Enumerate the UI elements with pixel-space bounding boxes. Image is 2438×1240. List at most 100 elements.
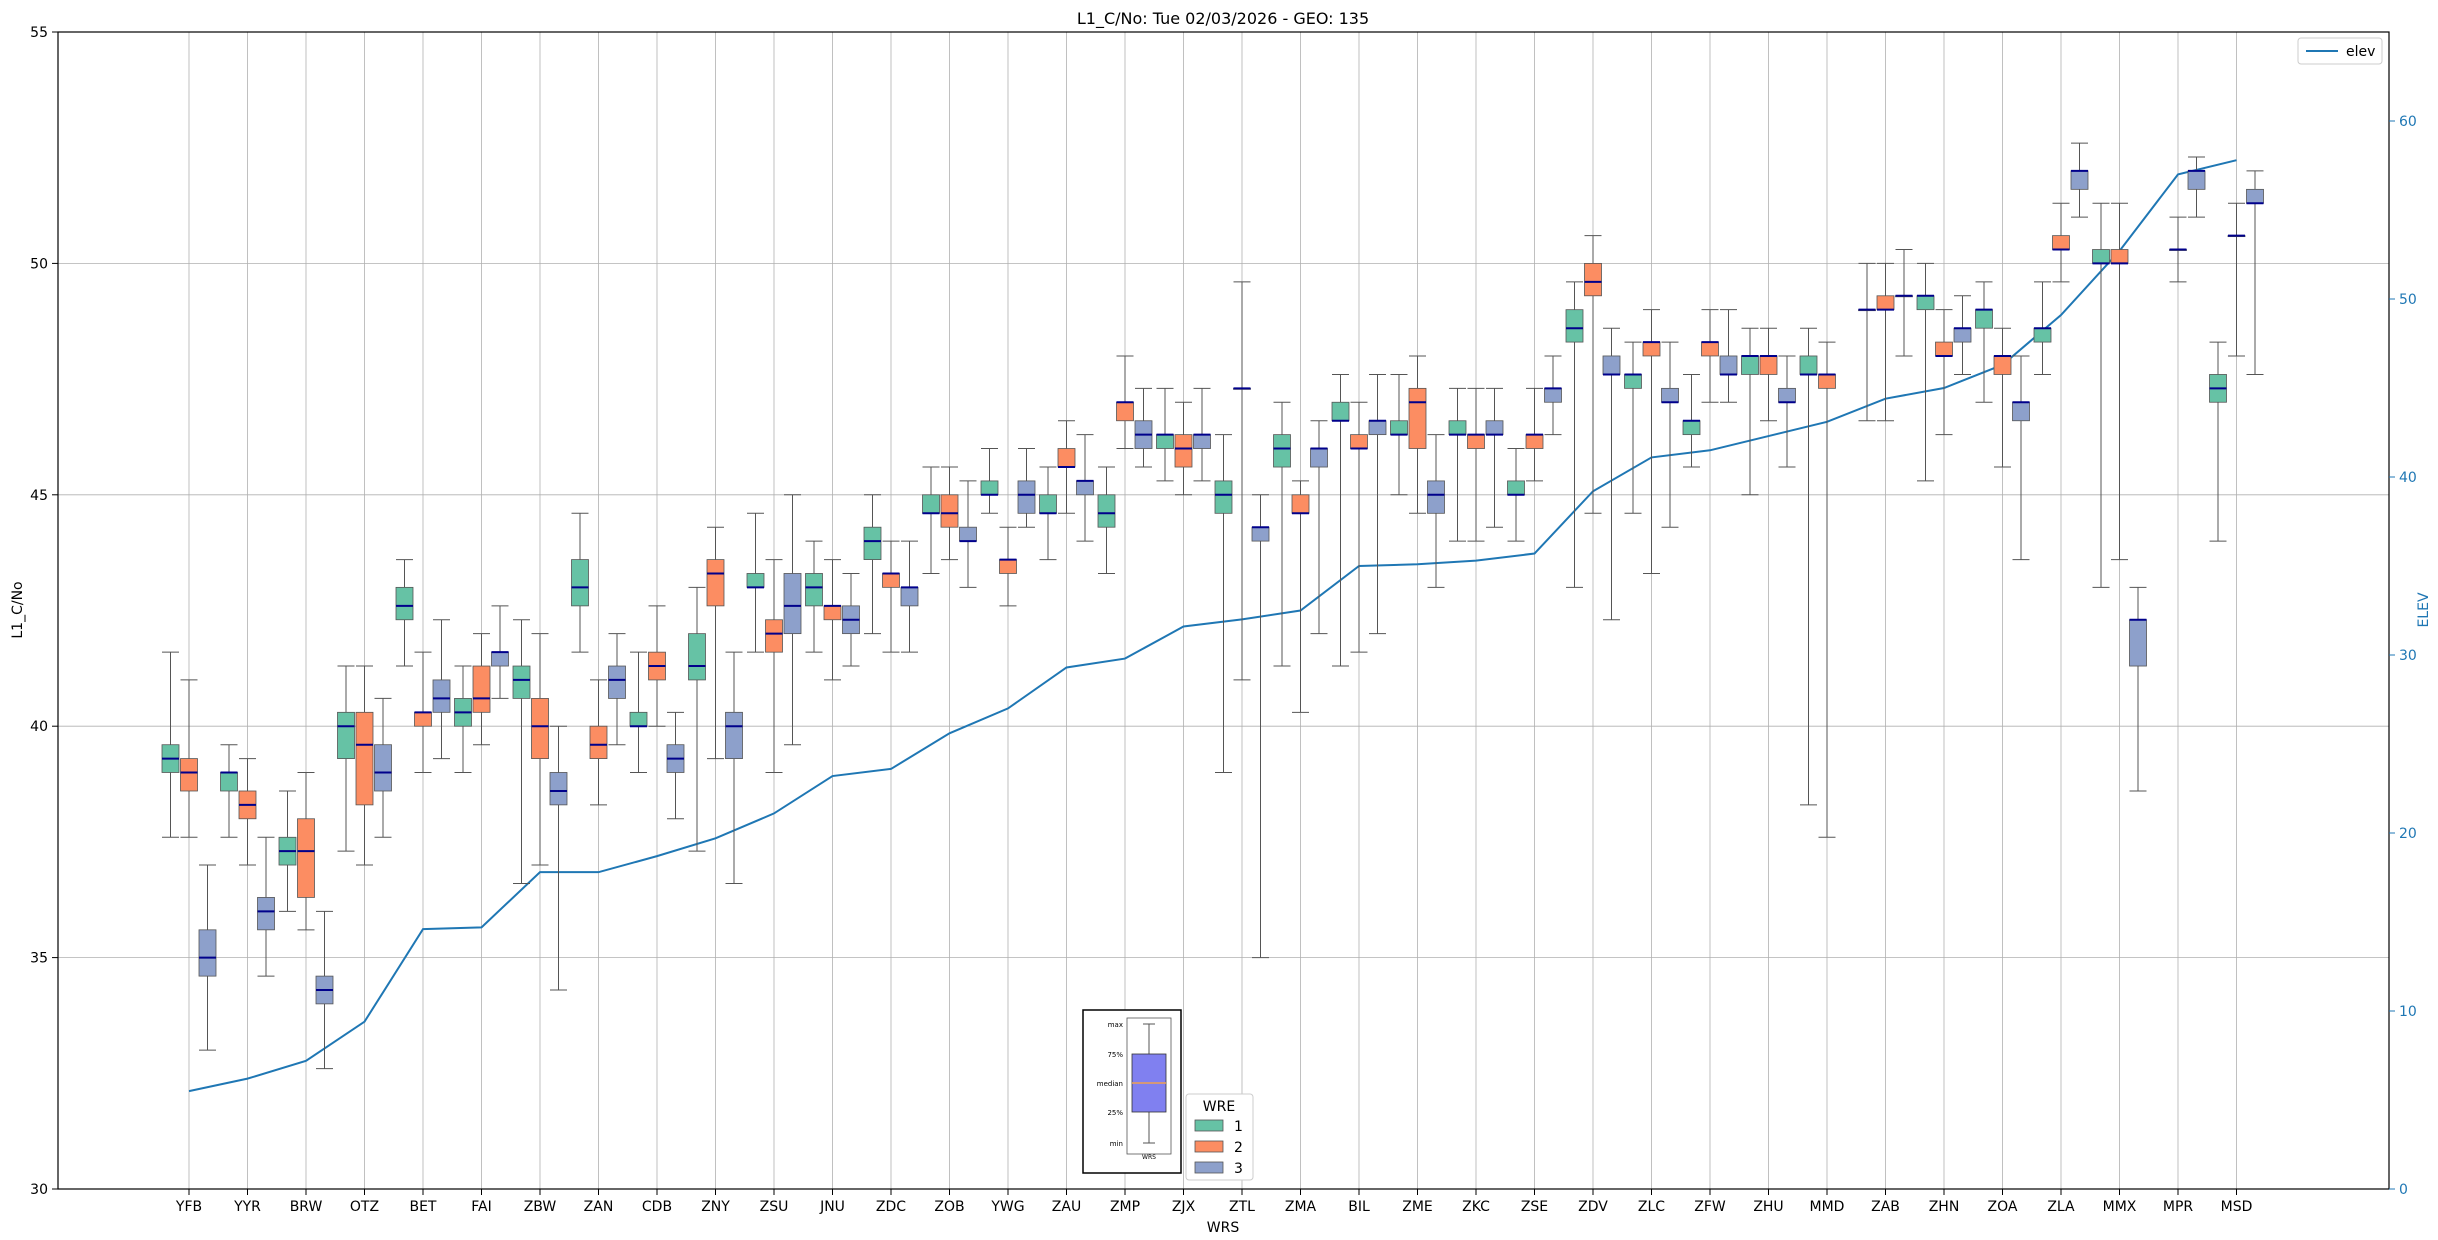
box-ZMP-wre1 <box>1097 466 1116 574</box>
box-ZMA-wre3 <box>1310 420 1328 635</box>
x-tick-label-ZBW: ZBW <box>524 1199 557 1215</box>
box-ZDC-wre3 <box>900 540 919 653</box>
box-FAI-wre3 <box>491 605 509 699</box>
box-MPR-wre3 <box>2187 156 2206 218</box>
x-tick-label-ZFW: ZFW <box>1694 1199 1726 1215</box>
chart-title: L1_C/No: Tue 02/03/2026 - GEO: 135 <box>1077 9 1369 29</box>
box-body <box>1507 480 1525 496</box>
box-OTZ-wre1 <box>337 665 355 852</box>
box-body <box>1156 434 1174 449</box>
box-body <box>1291 494 1310 514</box>
box-ZFW-wre2 <box>1701 309 1719 403</box>
x-tick-label-ZLA: ZLA <box>2047 1199 2075 1215</box>
box-MMX-wre2 <box>2110 202 2129 561</box>
box-ZDV-wre2 <box>1584 235 1602 514</box>
x-tick-label-JNU: JNU <box>819 1199 845 1215</box>
box-body <box>1544 387 1562 403</box>
x-tick-label-ZMP: ZMP <box>1110 1199 1140 1215</box>
box-body <box>1701 341 1719 357</box>
box-MMD-wre2 <box>1818 341 1836 838</box>
box-BET-wre2 <box>414 651 432 773</box>
key-label-median: median <box>1097 1080 1123 1088</box>
box-body <box>863 526 882 560</box>
elev-line <box>188 159 2237 1093</box>
box-body <box>1116 401 1134 422</box>
box-MSD-wre1 <box>2209 341 2227 542</box>
x-tick-label-ZTL: ZTL <box>1229 1199 1255 1215</box>
box-ZKC-wre3 <box>1485 387 1504 528</box>
box-body <box>706 559 725 607</box>
box-body <box>2033 327 2052 343</box>
box-body <box>1193 434 1211 449</box>
box-ZME-wre2 <box>1408 355 1427 514</box>
box-body <box>1214 480 1233 514</box>
box-ZDC-wre2 <box>882 540 900 653</box>
box-MMX-wre3 <box>2129 586 2147 792</box>
box-MPR-wre2 <box>2169 216 2187 283</box>
box-YWG-wre1 <box>980 448 999 514</box>
x-tick-label-ZSU: ZSU <box>760 1199 789 1215</box>
box-body <box>1975 309 1993 329</box>
box-ZLC-wre3 <box>1661 341 1679 528</box>
box-ZSE-wre2 <box>1525 387 1544 482</box>
box-body <box>1565 309 1584 343</box>
y2-tick-label-20: 20 <box>2399 826 2417 842</box>
box-ZHN-wre3 <box>1953 295 1972 375</box>
box-ZBW-wre1 <box>512 619 531 885</box>
x-tick-label-CDB: CDB <box>642 1199 672 1215</box>
box-CDB-wre1 <box>629 651 648 773</box>
x-tick-label-ZHN: ZHN <box>1929 1199 1960 1215</box>
y-tick-label-35: 35 <box>30 951 48 967</box>
box-body <box>2129 619 2147 667</box>
box-body <box>882 573 900 588</box>
box-ZSU-wre2 <box>765 559 783 773</box>
x-tick-label-YWG: YWG <box>990 1199 1024 1215</box>
box-ZHU-wre3 <box>1778 355 1796 468</box>
box-body <box>2052 235 2070 250</box>
box-body <box>1741 355 1759 375</box>
box-body <box>2070 170 2089 190</box>
box-BIL-wre1 <box>1331 373 1350 667</box>
box-body <box>1584 262 1602 297</box>
box-ZKC-wre2 <box>1467 387 1485 542</box>
box-body <box>900 586 919 607</box>
x-tick-label-ZDV: ZDV <box>1578 1199 1608 1215</box>
elev-series-layer <box>188 159 2237 1093</box>
box-ZDC-wre1 <box>863 494 882 635</box>
y-tick-label-30: 30 <box>30 1182 48 1198</box>
plot-frame <box>57 31 2390 1190</box>
box-body <box>1273 434 1291 468</box>
box-body <box>257 897 275 931</box>
x-tick-label-YFB: YFB <box>175 1199 202 1215</box>
wre-legend-frame <box>1185 1093 1254 1181</box>
box-ZJX-wre2 <box>1174 401 1193 496</box>
box-body <box>1602 355 1621 375</box>
wre-legend-swatch-2 <box>1194 1140 1224 1153</box>
box-body <box>2187 170 2206 190</box>
box-body <box>1448 420 1467 436</box>
wre-legend-title: WRE <box>1203 1099 1235 1115</box>
box-ZAN-wre3 <box>608 633 626 746</box>
x-axis-label: WRS <box>1207 1220 1240 1236</box>
box-BET-wre1 <box>395 559 414 667</box>
box-YWG-wre2 <box>999 526 1017 607</box>
box-body <box>940 494 959 528</box>
box-body <box>355 711 374 806</box>
box-ZLA-wre1 <box>2033 281 2052 375</box>
x-tick-label-MMD: MMD <box>1810 1199 1845 1215</box>
box-body <box>746 573 765 588</box>
box-body <box>1642 341 1661 357</box>
box-OTZ-wre3 <box>374 697 392 838</box>
box-body <box>1953 327 1972 343</box>
x-tick-label-FAI: FAI <box>471 1199 491 1215</box>
box-body <box>1525 434 1544 449</box>
x-tick-label-ZNY: ZNY <box>701 1199 730 1215</box>
box-ZLC-wre1 <box>1624 341 1642 514</box>
box-YFB-wre3 <box>198 864 217 1051</box>
box-YYR-wre1 <box>220 744 238 838</box>
box-body <box>1427 480 1445 514</box>
x-tick-label-ZAU: ZAU <box>1052 1199 1081 1215</box>
box-ZHN-wre1 <box>1916 262 1935 482</box>
box-ZNY-wre2 <box>706 526 725 760</box>
x-tick-label-ZDC: ZDC <box>876 1199 906 1215</box>
